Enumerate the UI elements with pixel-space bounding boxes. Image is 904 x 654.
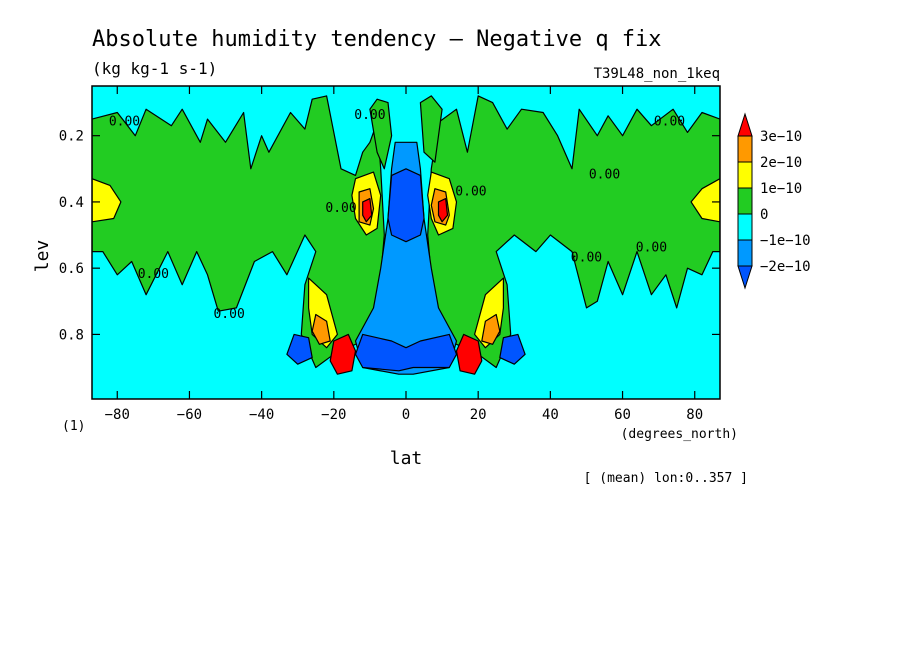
contour-region-22 <box>499 333 526 365</box>
region-note: [ (mean) lon:0..357 ] <box>584 471 748 486</box>
contour-region-15 <box>437 198 449 223</box>
x-axis-units: (degrees_north) <box>621 427 738 442</box>
colorbar-label: 1e−10 <box>760 181 802 197</box>
x-tick-label: −40 <box>249 407 274 423</box>
contour-regions <box>92 95 720 375</box>
contour-region-12 <box>311 313 331 345</box>
colorbar-legend: 3e−10 2e−10 1e−10 0 −1e−10 −2e−10 <box>737 112 811 290</box>
dataset-label: T39L48_non_1keq <box>594 66 720 82</box>
contour-label-0: 0.00 <box>109 115 140 130</box>
contour-label-4: 0.00 <box>354 108 385 123</box>
contour-label-5: 0.00 <box>455 184 486 199</box>
y-tick-label: 0.8 <box>59 327 84 343</box>
contour-label-1: 0.00 <box>138 267 169 282</box>
colorbar-label: −2e−10 <box>760 259 811 275</box>
contour-label-3: 0.00 <box>325 201 356 216</box>
colorbar-label: 0 <box>760 207 768 223</box>
contour-label-9: 0.00 <box>654 115 685 130</box>
colorbar-bottom-arrow <box>737 265 753 290</box>
contour-region-2 <box>369 98 393 170</box>
contour-region-5 <box>690 178 720 223</box>
contour-region-14 <box>362 198 373 223</box>
contour-region-13 <box>481 313 501 345</box>
x-tick-label: 80 <box>686 407 703 423</box>
colorbar-swatch <box>737 239 753 267</box>
contour-labels: 0.00 0.00 0.00 0.00 0.00 0.00 0.00 0.00 0.00 0.00 <box>109 108 685 322</box>
x-tick-label: 60 <box>614 407 631 423</box>
contour-region-16 <box>329 333 357 375</box>
colorbar-label: 2e−10 <box>760 155 802 171</box>
contour-label-7: 0.00 <box>589 168 620 183</box>
chart-title: Absolute humidity tendency — Negative q … <box>92 27 662 52</box>
y-tick-label: 0.6 <box>59 261 84 277</box>
y-axis-label: lev <box>32 240 53 273</box>
contour-label-2: 0.00 <box>213 307 244 322</box>
y-tick-label: 0.2 <box>59 129 84 145</box>
x-tick-label: 20 <box>470 407 487 423</box>
x-axis: −80 −60 −40 −20 0 20 40 60 80 <box>105 86 703 423</box>
colorbar-label: −1e−10 <box>760 233 811 249</box>
contour-region-3 <box>419 95 443 163</box>
colorbar-swatch <box>737 135 753 163</box>
colorbar-label: 3e−10 <box>760 129 802 145</box>
x-tick-label: 0 <box>402 407 410 423</box>
x-tick-label: −60 <box>177 407 202 423</box>
contour-label-8: 0.00 <box>636 241 667 256</box>
colorbar-swatch <box>737 187 753 215</box>
x-tick-label: −80 <box>105 407 130 423</box>
chart-units-subtitle: (kg kg-1 s-1) <box>92 59 217 78</box>
y-axis-units: (1) <box>62 419 85 434</box>
x-tick-label: −20 <box>321 407 346 423</box>
contour-label-6: 0.00 <box>571 251 602 266</box>
x-tick-label: 40 <box>542 407 559 423</box>
x-axis-label: lat <box>390 448 423 469</box>
contour-region-21 <box>286 333 313 365</box>
contour-region-19 <box>387 168 425 243</box>
y-axis: 0.2 0.4 0.6 0.8 <box>59 129 720 343</box>
colorbar-swatch <box>737 213 753 241</box>
colorbar-swatch <box>737 161 753 189</box>
contour-region-4 <box>92 178 122 223</box>
contour-region-20 <box>354 333 458 372</box>
contour-region-17 <box>455 333 483 375</box>
colorbar-top-arrow <box>737 112 753 137</box>
y-tick-label: 0.4 <box>59 195 84 211</box>
